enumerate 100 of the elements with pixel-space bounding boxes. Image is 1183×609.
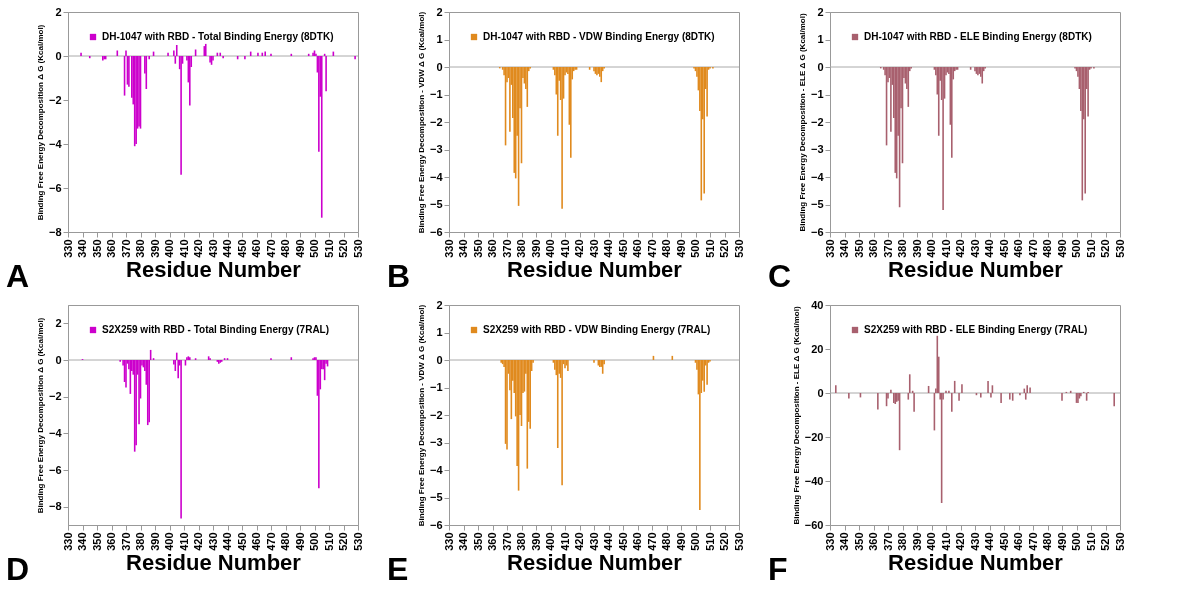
x-tick-label: 450 [235,239,248,258]
x-tick-label: 480 [660,239,672,258]
y-tick-label: −2 [429,408,443,421]
x-tick-label: 500 [1070,239,1082,258]
x-tick-label: 370 [881,239,894,258]
y-tick-label: 1 [436,326,443,338]
x-tick-label: 380 [515,239,527,258]
x-tick-label: 330 [823,239,836,258]
x-tick-label: 520 [1099,532,1111,551]
y-tick-label: −4 [48,137,63,150]
y-tick-label: 1 [436,33,443,45]
y-tick-label: −4 [48,426,63,439]
x-tick-label: 350 [90,532,103,551]
legend-label: DH-1047 with RBD - Total Binding Energy (8DTK) [102,31,334,42]
x-tick-label: 360 [105,239,117,258]
x-tick-label: 500 [308,239,320,258]
x-tick-label: 380 [134,239,146,258]
legend-label: S2X259 with RBD - VDW Binding Energy (7RAL) [483,324,711,335]
y-tick-label: 1 [817,33,824,45]
y-tick-label: −6 [429,225,443,238]
x-tick-label: 340 [76,532,88,551]
x-tick-label: 450 [997,239,1010,258]
x-tick-label: 430 [968,239,981,258]
x-tick-label: 360 [105,532,117,551]
x-tick-label: 430 [206,239,219,258]
x-tick-label: 490 [293,532,306,551]
x-tick-label: 530 [732,532,745,551]
x-tick-label: 450 [235,532,248,551]
y-tick-label: −6 [810,225,824,238]
x-tick-label: 530 [1113,239,1126,258]
x-tick-label: 420 [954,239,966,258]
legend-label: S2X259 with RBD - Total Binding Energy (7RAL) [102,324,330,335]
y-tick-label: −2 [429,115,443,128]
x-tick-label: 450 [616,239,629,258]
x-tick-label: 450 [997,532,1010,551]
x-tick-label: 400 [163,239,175,258]
x-tick-label: 470 [645,532,658,551]
x-tick-label: 530 [351,532,364,551]
x-tick-label: 420 [192,532,204,551]
y-tick-label: −8 [48,225,62,238]
x-tick-label: 520 [1099,239,1111,258]
x-tick-label: 440 [221,532,233,551]
x-tick-label: 460 [631,239,643,258]
x-tick-label: 360 [486,239,498,258]
x-tick-label: 340 [76,239,88,258]
x-tick-label: 410 [558,532,571,551]
x-tick-label: 440 [602,532,614,551]
text: B [387,258,411,294]
text: C [768,258,792,294]
y-tick-label: −60 [804,518,824,531]
x-tick-label: 420 [192,239,204,258]
x-tick-label: 400 [163,532,175,551]
x-tick-label: 390 [910,239,923,258]
x-tick-label: 460 [1012,239,1024,258]
x-tick-label: 450 [616,532,629,551]
x-tick-label: 340 [457,239,469,258]
x-tick-label: 390 [148,239,161,258]
y-tick-label: −2 [48,390,62,403]
x-tick-label: 470 [264,532,277,551]
x-tick-label: 510 [703,239,716,258]
y-tick-label: 0 [817,386,824,399]
x-tick-label: 350 [471,239,484,258]
y-tick-label: 2 [55,5,62,18]
x-tick-label: 370 [500,239,513,258]
x-tick-label: 410 [177,532,190,551]
y-tick-label: −6 [48,463,62,476]
x-tick-label: 350 [471,532,484,551]
x-tick-label: 360 [867,532,879,551]
x-tick-label: 500 [308,532,320,551]
y-tick-label: −4 [429,170,444,183]
y-axis-title: Binding Free Energy Decomposition Δ G (Kcal/mol) [35,317,45,514]
x-tick-label: 470 [264,239,277,258]
y-tick-label: −4 [810,170,825,183]
y-tick-label: 0 [817,60,824,73]
x-tick-label: 440 [983,239,995,258]
y-tick-label: 2 [817,5,824,18]
x-tick-label: 490 [1055,532,1068,551]
y-axis-title: Binding Free Energy Decomposition - ELE Δ G (Kcal/mol) [797,13,807,232]
x-tick-label: 500 [689,239,701,258]
x-tick-label: 390 [910,532,923,551]
x-tick-label: 490 [674,532,687,551]
y-axis-title: Binding Free Energy Decomposition - ELE Δ G (Kcal/mol) [791,306,801,525]
legend-label: DH-1047 with RBD - ELE Binding Energy (8DTK) [864,31,1092,42]
x-tick-label: 510 [703,532,716,551]
x-tick-label: 400 [544,239,556,258]
x-tick-label: 330 [442,532,455,551]
x-tick-label: 460 [1012,532,1024,551]
x-tick-label: 460 [250,239,262,258]
y-tick-label: −8 [48,500,62,513]
text: F [768,551,788,587]
x-tick-label: 340 [838,239,850,258]
y-axis-title: Binding Free Energy Decomposition - VDW Δ G (Kcal/mol) [416,304,426,527]
y-tick-label: −5 [429,198,443,210]
x-tick-label: 530 [351,239,364,258]
y-tick-label: 40 [811,298,824,311]
x-tick-label: 480 [1041,239,1053,258]
y-tick-label: 0 [436,353,443,366]
y-tick-label: −6 [48,181,62,194]
y-tick-label: −5 [810,198,824,210]
x-tick-label: 510 [322,239,335,258]
